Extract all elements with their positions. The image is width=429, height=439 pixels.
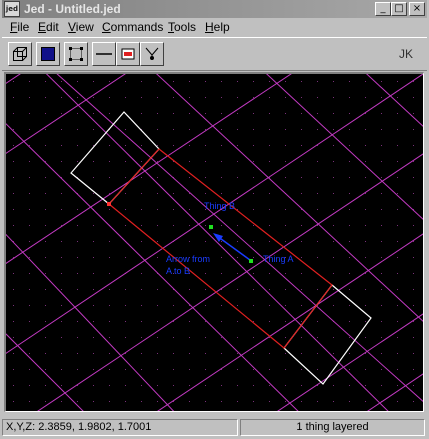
cube-mode-button[interactable] bbox=[8, 42, 32, 66]
vertex-select-icon bbox=[69, 47, 83, 61]
sector-mode-button[interactable] bbox=[36, 42, 60, 66]
menu-edit[interactable]: Edit bbox=[38, 20, 59, 34]
arrowhead bbox=[213, 233, 223, 242]
toolbar: JK bbox=[2, 37, 427, 71]
title-bar[interactable]: jed Jed - Untitled.jed _ □ × bbox=[2, 0, 427, 18]
thing-a-label: Thing A bbox=[263, 254, 294, 264]
arrow-label-line2: A to B bbox=[166, 266, 191, 276]
grid-dots bbox=[6, 74, 423, 411]
menu-help[interactable]: Help bbox=[205, 20, 230, 34]
light-icon bbox=[145, 47, 159, 60]
jed-app-icon[interactable]: jed bbox=[4, 1, 20, 17]
window-title: Jed - Untitled.jed bbox=[24, 2, 121, 16]
cube-icon bbox=[13, 47, 27, 61]
arrow-line bbox=[216, 235, 251, 261]
thing-b-marker[interactable] bbox=[209, 225, 213, 229]
vertex-mode-button[interactable] bbox=[64, 42, 88, 66]
status-bar: X,Y,Z: 2.3859, 1.9802, 1.7001 1 thing la… bbox=[2, 418, 427, 437]
thing-a-marker[interactable] bbox=[249, 259, 253, 263]
line-icon bbox=[96, 53, 112, 55]
jk-mode-label[interactable]: JK bbox=[398, 47, 413, 61]
maximize-button[interactable]: □ bbox=[391, 2, 407, 16]
minimize-button[interactable]: _ bbox=[375, 2, 391, 16]
selected-sector[interactable] bbox=[108, 148, 333, 349]
light-mode-button[interactable] bbox=[140, 42, 164, 66]
status-message: 1 thing layered bbox=[240, 419, 425, 436]
filled-square-icon bbox=[41, 47, 55, 61]
coordinates-readout: X,Y,Z: 2.3859, 1.9802, 1.7001 bbox=[2, 419, 238, 436]
line-mode-button[interactable] bbox=[92, 42, 116, 66]
grid-lines bbox=[6, 74, 423, 411]
map-viewport[interactable]: Thing B Thing A Arrow from A to B bbox=[4, 72, 424, 412]
menu-bar: File Edit View Commands Tools Help bbox=[2, 18, 427, 36]
thing-b-label: Thing B bbox=[204, 201, 236, 211]
map-canvas[interactable] bbox=[6, 74, 423, 411]
menu-file[interactable]: File bbox=[10, 20, 30, 34]
menu-commands[interactable]: Commands bbox=[102, 20, 164, 34]
selected-vertex[interactable] bbox=[107, 202, 111, 206]
close-button[interactable]: × bbox=[409, 2, 425, 16]
things-icon bbox=[121, 48, 135, 60]
arrow-label-line1: Arrow from bbox=[166, 254, 211, 264]
menu-view[interactable]: View bbox=[68, 20, 94, 34]
things-mode-button[interactable] bbox=[116, 42, 140, 66]
menu-tools[interactable]: Tools bbox=[168, 20, 197, 34]
